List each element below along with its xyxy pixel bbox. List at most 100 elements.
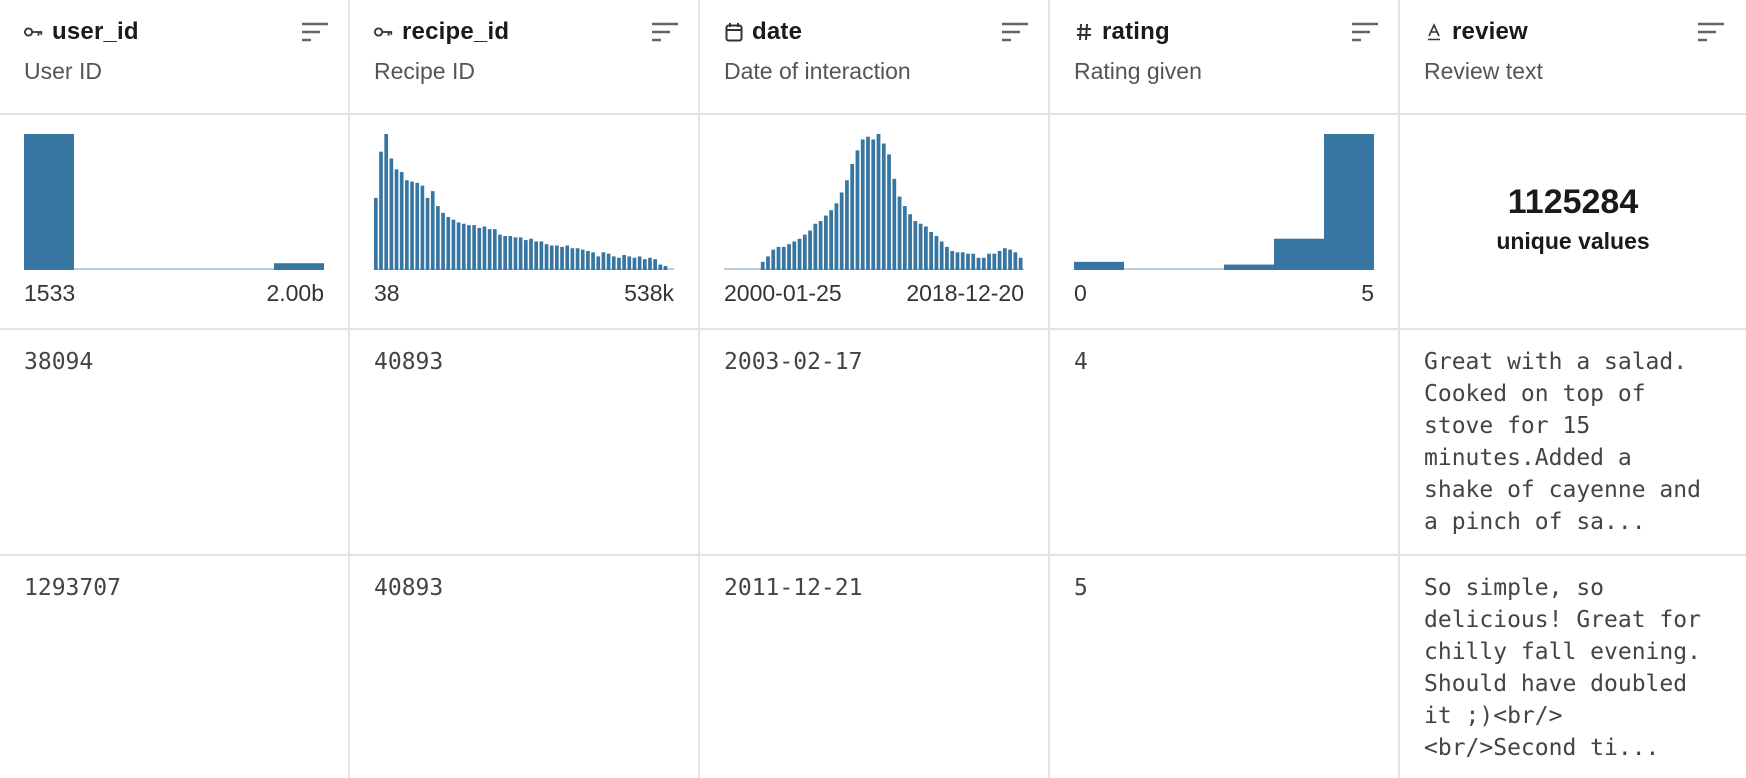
histogram-bar[interactable] — [981, 257, 986, 270]
histogram-bar[interactable] — [648, 257, 652, 270]
column-header-review[interactable]: review Review text — [1424, 14, 1726, 104]
column-header-date[interactable]: date Date of interaction — [724, 14, 1030, 104]
histogram-bar[interactable] — [834, 203, 839, 270]
histogram-bar[interactable] — [508, 236, 513, 270]
histogram-bar[interactable] — [866, 136, 870, 270]
histogram-bar[interactable] — [492, 229, 497, 270]
column-header-recipe-id[interactable]: recipe_id Recipe ID — [374, 14, 680, 104]
table-cell-review[interactable]: So simple, so delicious! Great for chill… — [1424, 575, 1701, 761]
histogram-bar[interactable] — [797, 238, 802, 270]
histogram-bar[interactable] — [976, 257, 981, 270]
histogram-bar[interactable] — [472, 225, 476, 270]
histogram-bar[interactable] — [813, 223, 818, 270]
histogram-bar[interactable] — [384, 134, 389, 270]
histogram-bar[interactable] — [839, 192, 844, 270]
histogram-bar[interactable] — [456, 222, 461, 270]
histogram-bar[interactable] — [513, 237, 518, 270]
histogram-bar[interactable] — [802, 234, 807, 270]
histogram-bar[interactable] — [555, 245, 559, 270]
histogram-bar[interactable] — [617, 257, 621, 270]
histogram-bar[interactable] — [461, 223, 466, 270]
histogram-recipe-id[interactable] — [374, 130, 674, 272]
histogram-bar[interactable] — [529, 238, 533, 270]
histogram-bar[interactable] — [855, 150, 860, 270]
histogram-bar[interactable] — [586, 250, 590, 270]
histogram-bar[interactable] — [637, 256, 642, 270]
histogram-bar[interactable] — [389, 158, 394, 270]
histogram-bar[interactable] — [1002, 248, 1007, 270]
sort-icon[interactable] — [1696, 20, 1726, 44]
histogram-bar[interactable] — [601, 252, 606, 270]
histogram-bar[interactable] — [549, 245, 554, 270]
histogram-bar[interactable] — [934, 236, 939, 270]
histogram-bar[interactable] — [524, 240, 528, 270]
histogram-bar[interactable] — [1174, 268, 1224, 270]
histogram-bar[interactable] — [441, 212, 445, 270]
histogram-bar[interactable] — [534, 241, 539, 270]
histogram-bar[interactable] — [992, 253, 997, 270]
histogram-bar[interactable] — [410, 181, 414, 270]
histogram-bar[interactable] — [1074, 261, 1124, 270]
histogram-bar[interactable] — [1324, 134, 1374, 270]
histogram-bar[interactable] — [436, 206, 440, 270]
histogram-bar[interactable] — [560, 246, 564, 270]
histogram-bar[interactable] — [224, 268, 274, 270]
histogram-bar[interactable] — [653, 259, 657, 270]
histogram-bar[interactable] — [792, 241, 797, 270]
histogram-bar[interactable] — [570, 248, 575, 270]
histogram-bar[interactable] — [860, 139, 865, 270]
histogram-bar[interactable] — [776, 246, 781, 270]
histogram-bar[interactable] — [829, 210, 834, 270]
histogram-bar[interactable] — [1013, 252, 1018, 270]
histogram-bar[interactable] — [632, 257, 637, 270]
table-cell-date[interactable]: 2003-02-17 — [724, 349, 863, 375]
histogram-user-id[interactable] — [24, 130, 324, 272]
histogram-bar[interactable] — [881, 143, 886, 270]
histogram-bar[interactable] — [876, 134, 881, 270]
histogram-bar[interactable] — [627, 256, 632, 270]
table-cell-rating[interactable]: 4 — [1074, 349, 1088, 375]
histogram-date[interactable] — [724, 130, 1024, 272]
sort-icon[interactable] — [1350, 20, 1380, 44]
histogram-bar[interactable] — [487, 229, 492, 270]
histogram-bar[interactable] — [274, 263, 324, 270]
histogram-bar[interactable] — [887, 154, 891, 270]
histogram-bar[interactable] — [945, 246, 949, 270]
histogram-bar[interactable] — [451, 219, 456, 270]
histogram-bar[interactable] — [845, 180, 849, 270]
histogram-bar[interactable] — [477, 227, 482, 270]
histogram-bar[interactable] — [871, 139, 876, 270]
column-header-rating[interactable]: rating Rating given — [1074, 14, 1380, 104]
histogram-bar[interactable] — [771, 249, 776, 270]
histogram-bar[interactable] — [425, 197, 430, 270]
histogram-bar[interactable] — [939, 241, 944, 270]
histogram-bar[interactable] — [622, 255, 626, 270]
table-cell-recipe-id[interactable]: 40893 — [374, 349, 444, 375]
table-cell-user-id[interactable]: 1293707 — [24, 575, 121, 601]
histogram-bar[interactable] — [606, 253, 611, 270]
histogram-bar[interactable] — [420, 185, 425, 270]
histogram-bar[interactable] — [498, 234, 502, 270]
table-cell-rating[interactable]: 5 — [1074, 575, 1088, 601]
table-cell-user-id[interactable]: 38094 — [24, 349, 94, 375]
histogram-bar[interactable] — [908, 214, 912, 270]
histogram-bar[interactable] — [824, 215, 828, 270]
histogram-bar[interactable] — [787, 244, 791, 270]
histogram-bar[interactable] — [405, 180, 409, 270]
histogram-bar[interactable] — [987, 253, 991, 270]
histogram-bar[interactable] — [1274, 238, 1324, 270]
histogram-bar[interactable] — [1124, 268, 1174, 270]
histogram-bar[interactable] — [668, 268, 673, 270]
histogram-bar[interactable] — [591, 252, 595, 270]
histogram-bar[interactable] — [1008, 249, 1012, 270]
histogram-bar[interactable] — [1018, 257, 1023, 270]
histogram-bar[interactable] — [997, 250, 1002, 270]
histogram-bar[interactable] — [503, 236, 507, 270]
histogram-bar[interactable] — [913, 221, 918, 270]
histogram-bar[interactable] — [596, 256, 601, 270]
histogram-bar[interactable] — [663, 265, 668, 270]
sort-icon[interactable] — [1000, 20, 1030, 44]
histogram-bar[interactable] — [467, 225, 471, 270]
histogram-bar[interactable] — [971, 253, 976, 270]
table-cell-review[interactable]: Great with a salad. Cooked on top of sto… — [1424, 349, 1701, 535]
